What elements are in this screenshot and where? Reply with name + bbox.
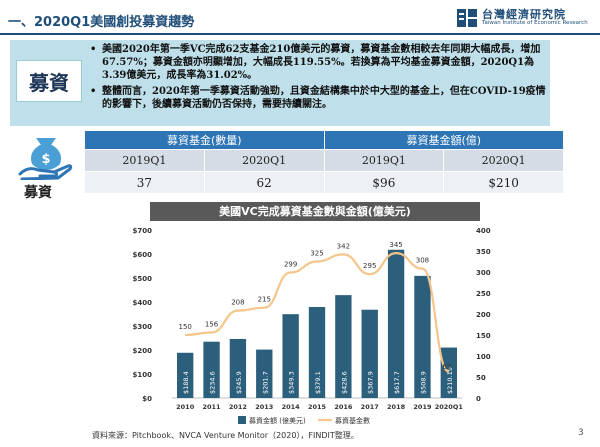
x-axis-tick-label: 2018 — [387, 403, 406, 411]
column-group-header: 募資基金額(億) — [323, 130, 564, 150]
line-data-label: 150 — [178, 323, 191, 331]
right-axis-tick-label: 100 — [476, 353, 491, 361]
x-axis-tick-label: 2020Q1 — [435, 403, 464, 411]
column-group-header: 募資基金(數量) — [84, 130, 325, 150]
left-axis-tick-label: $500 — [133, 275, 153, 283]
summary-box: 募資 美國2020年第一季VC完成62支基金210億美元的募資，募資基金數相較去… — [10, 40, 550, 126]
table-cell: 62 — [203, 171, 325, 194]
table-cell: $96 — [323, 171, 445, 194]
x-axis-tick-label: 2015 — [308, 403, 327, 411]
summary-bullets: 美國2020年第一季VC完成62支基金210億美元的募資，募資基金數相較去年同期… — [88, 43, 546, 114]
svg-text:$: $ — [41, 152, 50, 167]
table-cell: 2020Q1 — [203, 149, 325, 172]
header: 一、2020Q1美國創投募資趨勢 台灣經濟研究院 Taiwan Institut… — [0, 0, 600, 38]
page-title: 一、2020Q1美國創投募資趨勢 — [8, 15, 195, 30]
table-cell: 2020Q1 — [443, 149, 564, 172]
table-header-row: 募資基金(數量) 募資基金額(億) — [84, 130, 564, 150]
bar-data-label: $379.1 — [314, 371, 322, 394]
line-data-label: 342 — [337, 242, 350, 250]
bar-data-label: $234.6 — [209, 371, 217, 394]
line-data-label: 325 — [310, 250, 323, 258]
summary-label: 募資 — [16, 60, 82, 102]
left-axis-tick-label: $0 — [142, 395, 152, 403]
institute-logo: 台灣經濟研究院 Taiwan Institute of Economic Res… — [456, 5, 596, 31]
legend-label: 募資基金數 — [335, 416, 370, 425]
right-axis-tick-label: 350 — [476, 248, 491, 256]
table-row: 2019Q1 2020Q1 2019Q1 2020Q1 — [84, 149, 564, 172]
x-axis-tick-label: 2017 — [361, 403, 379, 411]
line-data-label: 62 — [442, 363, 451, 371]
legend-label: 募資金額 (億美元) — [249, 416, 306, 425]
left-axis-tick-label: $200 — [133, 347, 153, 355]
line-data-label: 299 — [284, 260, 297, 268]
chart-bar — [256, 349, 273, 398]
right-axis-tick-label: 50 — [476, 374, 486, 382]
x-axis-tick-label: 2013 — [255, 403, 273, 411]
line-data-label: 156 — [205, 320, 219, 328]
left-axis-tick-label: $600 — [133, 251, 153, 259]
x-axis-tick-label: 2012 — [229, 403, 247, 411]
table-cell: 2019Q1 — [84, 149, 205, 172]
x-axis-tick-label: 2016 — [334, 403, 353, 411]
comparison-table: 募資基金(數量) 募資基金額(億) 2019Q1 2020Q1 2019Q1 2… — [84, 130, 564, 194]
institute-name-english: Taiwan Institute of Economic Research — [482, 20, 588, 26]
line-data-label: 295 — [363, 262, 376, 270]
x-axis-tick-label: 2014 — [282, 403, 301, 411]
chart-title: 美國VC完成募資基金數與金額(億美元) — [150, 202, 480, 221]
chart-bar — [387, 249, 405, 398]
summary-bullet: 整體而言，2020年第一季募資活動強勁，且資金結構集中於中大型的基金上，但在CO… — [88, 85, 546, 111]
bar-data-label: $428.6 — [340, 371, 348, 394]
left-axis-tick-label: $400 — [133, 299, 153, 307]
page-number: 3 — [578, 428, 584, 438]
institute-name: 台灣經濟研究院 — [482, 8, 566, 21]
bar-data-label: $617.7 — [393, 371, 401, 394]
chart-bar — [229, 338, 247, 398]
line-data-label: 208 — [231, 299, 244, 307]
left-axis-tick-label: $300 — [133, 323, 153, 331]
institute-logo-icon — [457, 9, 477, 27]
bar-data-label: $508.9 — [419, 371, 427, 394]
right-axis-tick-label: 250 — [476, 290, 491, 298]
chart-bar — [177, 352, 194, 398]
header-divider — [0, 33, 600, 35]
chart-bar — [361, 309, 378, 398]
table-cell: $210 — [443, 171, 564, 194]
right-axis-tick-label: 300 — [476, 269, 491, 277]
bar-data-label: $245.9 — [235, 371, 243, 394]
chart-bar — [282, 314, 299, 398]
right-axis-tick-label: 150 — [476, 332, 491, 340]
summary-bullet: 美國2020年第一季VC完成62支基金210億美元的募資，募資基金數相較去年同期… — [88, 43, 546, 82]
chart-bar — [203, 341, 220, 398]
fundraising-chart: $0 $100 $200 $300 $400 $500 $600 $700 0 50 100 150 2… — [133, 227, 491, 425]
bar-data-label: $349.3 — [288, 371, 296, 394]
line-data-label: 308 — [416, 257, 429, 265]
chart-bar — [414, 275, 431, 398]
money-bag-hand-icon: $ — [18, 138, 73, 180]
fund-section-label: 募資 — [24, 185, 52, 201]
bar-data-label: $201.7 — [261, 371, 269, 394]
legend-swatch-bar — [238, 416, 246, 424]
line-data-label: 215 — [258, 296, 271, 304]
line-data-label: 345 — [389, 241, 402, 249]
left-axis-tick-label: $100 — [133, 371, 153, 379]
bar-data-label: $188.4 — [182, 371, 190, 394]
right-axis-tick-label: 400 — [476, 227, 491, 235]
chart-bar — [308, 307, 326, 398]
right-axis-tick-label: 200 — [476, 311, 491, 319]
table-cell: 37 — [84, 171, 205, 194]
table-row: 37 62 $96 $210 — [84, 171, 564, 194]
series-line-fund-count — [185, 251, 450, 374]
bar-data-label: $367.9 — [367, 371, 375, 394]
right-axis-tick-label: 0 — [476, 395, 481, 403]
source-note: 資料來源：Pitchbook、NVCA Venture Monitor（2020… — [92, 431, 359, 440]
table-cell: 2019Q1 — [323, 149, 445, 172]
x-axis-tick-label: 2011 — [202, 403, 221, 411]
x-axis-tick-label: 2010 — [176, 403, 195, 411]
left-axis-tick-label: $700 — [133, 227, 153, 235]
x-axis-tick-label: 2019 — [413, 403, 432, 411]
bar-data-label: $210.19 — [446, 367, 454, 394]
chart-bar — [335, 295, 352, 398]
